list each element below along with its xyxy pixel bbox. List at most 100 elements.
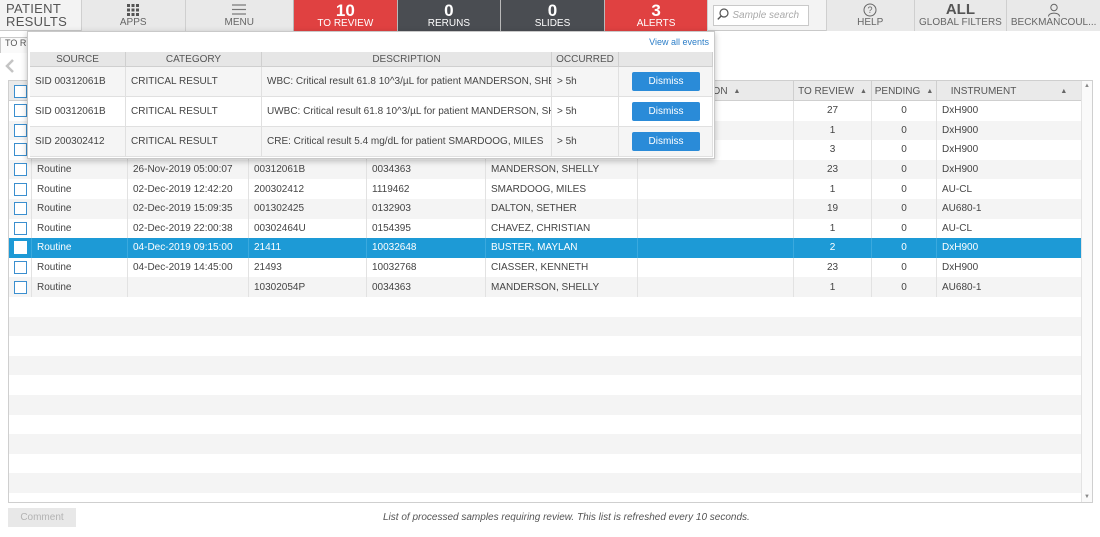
- dismiss-button[interactable]: Dismiss: [632, 102, 700, 121]
- cell-patient-name: SMARDOOG, MILES: [486, 179, 638, 199]
- cell-select[interactable]: [9, 257, 32, 278]
- search-input[interactable]: [732, 10, 807, 21]
- cell-date: 02-Dec-2019 22:00:38: [128, 218, 249, 239]
- cell-sample-id: 001302425: [249, 198, 367, 219]
- comment-button[interactable]: Comment: [8, 508, 76, 527]
- alert-action: Dismiss: [619, 67, 713, 96]
- cell-instrument: DxH900: [937, 120, 1082, 141]
- header-instrument-label: INSTRUMENT: [950, 85, 1017, 97]
- help-button[interactable]: ? HELP: [825, 0, 914, 31]
- select-all-checkbox[interactable]: [13, 84, 27, 98]
- app-title-line2: RESULTS: [6, 14, 68, 29]
- table-row[interactable]: Routine 04-Dec-2019 14:45:00 21493 10032768…: [9, 257, 1082, 278]
- app-title: PATIENT RESULTS: [0, 0, 81, 31]
- reruns-counter[interactable]: 0 RERUNS: [396, 0, 501, 31]
- alert-source: SID 200302412: [30, 127, 126, 156]
- cell-to-review: 1: [794, 218, 872, 239]
- cell-location: [638, 257, 794, 278]
- cell-priority: Routine: [32, 179, 128, 199]
- alert-row: SID 00312061B CRITICAL RESULT WBC: Critica…: [30, 67, 713, 97]
- scroll-down-icon[interactable]: ▼: [1084, 494, 1090, 500]
- slides-counter[interactable]: 0 SLIDES: [500, 0, 604, 31]
- cell-pending: 0: [872, 120, 937, 141]
- cell-priority: Routine: [32, 277, 128, 297]
- user-button[interactable]: BECKMANCOUL...: [1006, 0, 1100, 31]
- alerts-counter[interactable]: 3 ALERTS: [603, 0, 708, 31]
- cell-to-review: 1: [794, 277, 872, 297]
- help-icon: ?: [863, 2, 877, 17]
- cell-select[interactable]: [9, 238, 32, 258]
- empty-row: [9, 296, 1082, 317]
- cell-priority: Routine: [32, 198, 128, 219]
- table-row[interactable]: Routine 04-Dec-2019 09:15:00 21411 10032648…: [9, 238, 1082, 258]
- search-icon: [717, 7, 729, 25]
- row-checkbox[interactable]: [13, 104, 27, 118]
- header-pending[interactable]: PENDING ▲: [872, 81, 937, 101]
- alert-row: SID 00312061B CRITICAL RESULT UWBC: Critic…: [30, 97, 713, 127]
- review-table: CATION▲ TO REVIEW▲ PENDING▲ INSTRUMENT▲ …: [8, 80, 1093, 503]
- cell-select[interactable]: [9, 218, 32, 239]
- cell-instrument: DxH900: [937, 140, 1082, 160]
- alert-description: WBC: Critical result 61.8 10^3/µL for pa…: [262, 67, 552, 96]
- dismiss-button[interactable]: Dismiss: [632, 72, 700, 91]
- to-review-count: 10: [335, 0, 355, 20]
- cell-instrument: DxH900: [937, 159, 1082, 180]
- row-checkbox[interactable]: [13, 261, 27, 275]
- table-scrollbar[interactable]: ▲ ▼: [1081, 81, 1092, 502]
- to-review-counter[interactable]: 10 TO REVIEW: [293, 0, 397, 31]
- cell-instrument: AU-CL: [937, 179, 1082, 199]
- global-filters-button[interactable]: ALL GLOBAL FILTERS: [913, 0, 1007, 31]
- apps-label: APPS: [119, 17, 147, 28]
- cell-patient-id: 10032648: [367, 238, 486, 258]
- cell-to-review: 3: [794, 140, 872, 160]
- cell-select[interactable]: [9, 159, 32, 180]
- empty-row: [9, 336, 1082, 356]
- cell-select[interactable]: [9, 277, 32, 297]
- table-row[interactable]: Routine 02-Dec-2019 22:00:38 00302464U 0154…: [9, 218, 1082, 239]
- alerts-table: SOURCE CATEGORY DESCRIPTION OCCURRED SID…: [30, 52, 713, 157]
- cell-select[interactable]: [9, 198, 32, 219]
- header-instrument[interactable]: INSTRUMENT ▲: [937, 81, 1082, 101]
- cell-patient-name: BUSTER, MAYLAN: [486, 238, 638, 258]
- sort-up-icon: ▲: [1060, 87, 1068, 95]
- row-checkbox[interactable]: [13, 221, 27, 235]
- to-review-label: TO REVIEW: [317, 17, 374, 29]
- table-row[interactable]: Routine 02-Dec-2019 15:09:35 001302425 0132…: [9, 198, 1082, 219]
- cell-select[interactable]: [9, 179, 32, 199]
- cell-priority: Routine: [32, 257, 128, 278]
- alerts-table-body: SID 00312061B CRITICAL RESULT WBC: Critica…: [30, 67, 713, 157]
- row-checkbox[interactable]: [13, 182, 27, 196]
- row-checkbox[interactable]: [13, 202, 27, 216]
- alert-source: SID 00312061B: [30, 67, 126, 96]
- menu-button[interactable]: MENU: [184, 0, 294, 31]
- table-body: 27 0 DxH900 1 0 DxH900 3 0 DxH900 Routine 26-Nov-2…: [9, 101, 1082, 493]
- table-row[interactable]: Routine 10302054P 0034363 MANDERSON, SHELLY…: [9, 277, 1082, 297]
- dismiss-button[interactable]: Dismiss: [632, 132, 700, 151]
- table-row[interactable]: Routine 26-Nov-2019 05:00:07 00312061B 0034…: [9, 159, 1082, 180]
- cell-location: [638, 159, 794, 180]
- chevron-left-icon[interactable]: [4, 58, 18, 74]
- row-checkbox[interactable]: [13, 241, 27, 255]
- cell-date: [128, 277, 249, 297]
- scroll-up-icon[interactable]: ▲: [1084, 83, 1090, 89]
- alerts-label: ALERTS: [636, 17, 676, 29]
- view-all-events-link[interactable]: View all events: [649, 37, 709, 47]
- header-to-review[interactable]: TO REVIEW ▲: [794, 81, 872, 101]
- apps-button[interactable]: APPS: [80, 0, 185, 31]
- empty-row: [9, 414, 1082, 435]
- cell-patient-id: 0154395: [367, 218, 486, 239]
- cell-sample-id: 00302464U: [249, 218, 367, 239]
- sort-up-icon: ▲: [733, 87, 741, 95]
- row-checkbox[interactable]: [13, 123, 27, 137]
- help-label: HELP: [857, 17, 884, 28]
- empty-row: [9, 394, 1082, 415]
- row-checkbox[interactable]: [13, 163, 27, 177]
- row-checkbox[interactable]: [13, 280, 27, 294]
- header-to-review-label: TO REVIEW: [798, 85, 854, 97]
- cell-patient-name: CHAVEZ, CHRISTIAN: [486, 218, 638, 239]
- cell-date: 04-Dec-2019 14:45:00: [128, 257, 249, 278]
- cell-pending: 0: [872, 277, 937, 297]
- row-checkbox[interactable]: [13, 143, 27, 157]
- cell-instrument: AU680-1: [937, 198, 1082, 219]
- table-row[interactable]: Routine 02-Dec-2019 12:42:20 200302412 1119…: [9, 179, 1082, 199]
